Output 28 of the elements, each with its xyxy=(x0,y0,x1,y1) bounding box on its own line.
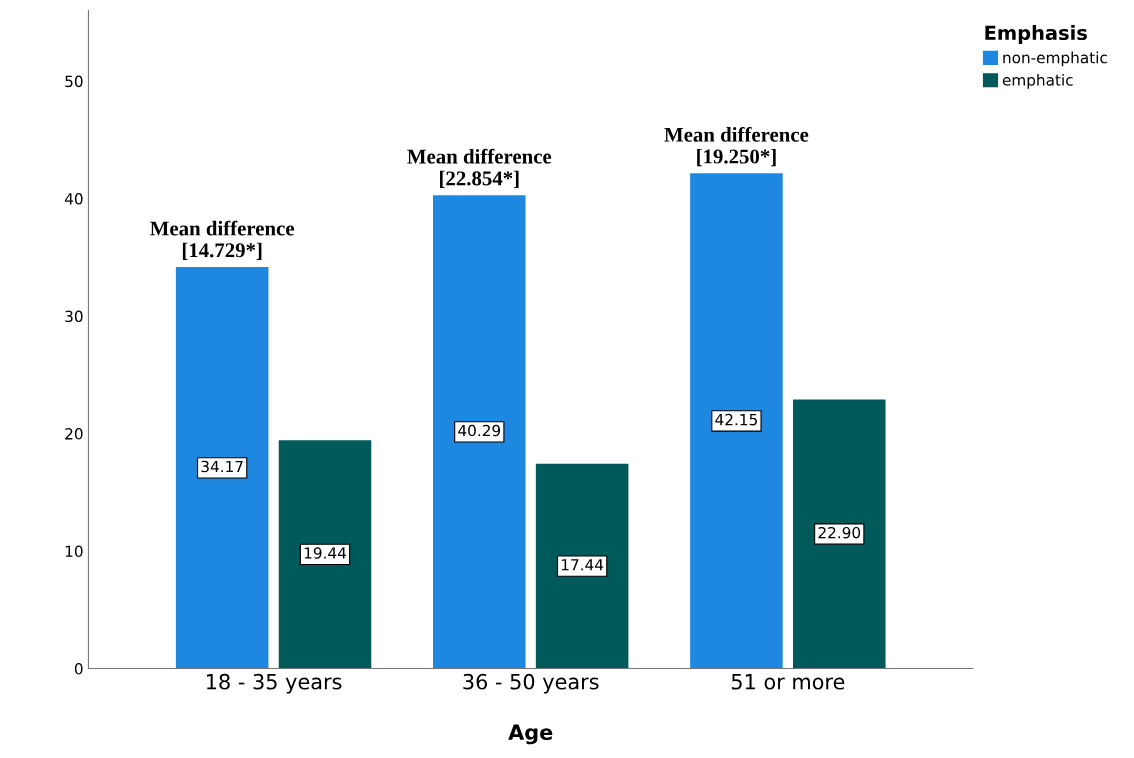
x-tick-label: 36 - 50 years xyxy=(463,673,599,694)
legend-title: Emphasis xyxy=(985,25,1087,44)
bar xyxy=(278,440,372,669)
bar xyxy=(792,399,886,669)
bar xyxy=(175,267,269,669)
bar xyxy=(433,195,526,669)
data-label: 22.90 xyxy=(818,526,861,539)
x-tick-label: 51 or more xyxy=(731,674,845,690)
data-label: 34.17 xyxy=(201,460,243,473)
y-tick-label: 20 xyxy=(65,428,83,440)
data-label: 40.29 xyxy=(458,424,501,437)
y-tick-label: 10 xyxy=(65,545,83,558)
annotation: Mean difference [19.250*] xyxy=(664,126,809,167)
y-tick-label: 50 xyxy=(65,75,83,88)
bar xyxy=(535,463,629,669)
data-label: 19.44 xyxy=(304,547,347,559)
data-label: 17.44 xyxy=(561,559,604,571)
legend-label: non-emphatic xyxy=(1003,51,1107,67)
y-tick-label: 40 xyxy=(64,193,83,205)
annotation: Mean difference [22.854*] xyxy=(407,148,552,188)
y-tick-label: 30 xyxy=(65,310,83,323)
legend-label: emphatic xyxy=(1002,73,1073,89)
y-tick-label: 0 xyxy=(74,663,83,675)
bar xyxy=(690,173,783,669)
data-label: 42.15 xyxy=(715,413,757,426)
annotation: Mean difference [14.729*] xyxy=(150,220,295,260)
x-axis-title: Age xyxy=(508,724,553,745)
x-tick-label: 18 - 35 years xyxy=(207,673,342,694)
